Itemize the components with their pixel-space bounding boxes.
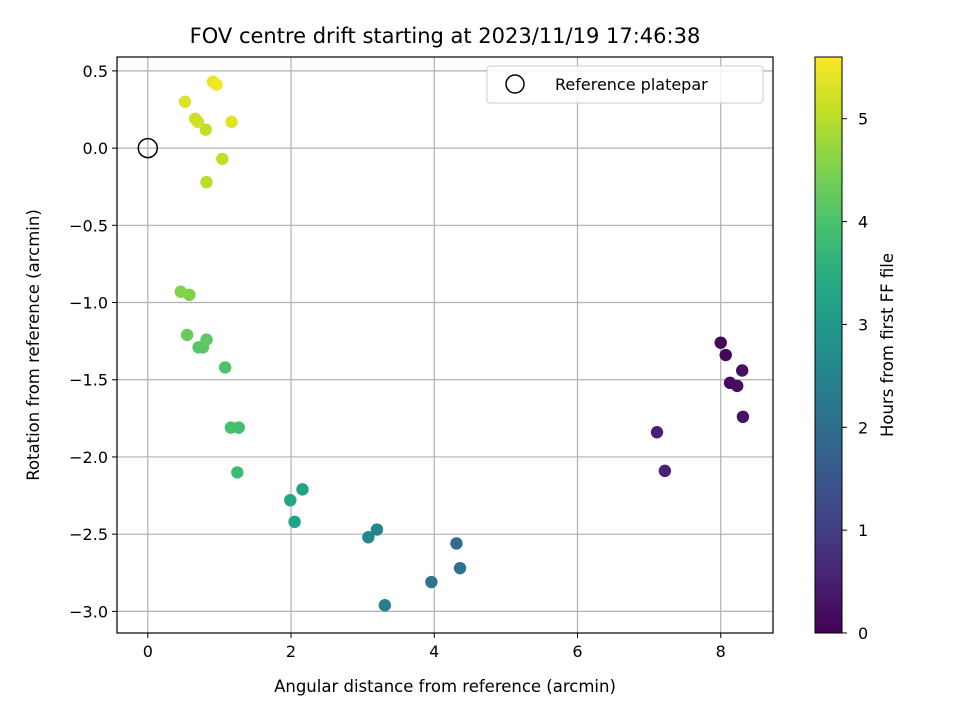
data-point (200, 175, 213, 189)
data-point (218, 361, 232, 374)
data-point (231, 466, 244, 479)
x-axis: 0 2 4 6 8 (143, 633, 726, 661)
data-point (736, 364, 749, 377)
data-point (370, 523, 384, 536)
colorbar-label: Hours from first FF file (878, 253, 897, 437)
chart-title: FOV centre drift starting at 2023/11/19 … (190, 24, 701, 48)
data-point (200, 333, 213, 346)
data-point (296, 483, 309, 496)
colorbar-tick-label: 5 (858, 110, 868, 129)
x-tick-label: 0 (143, 642, 153, 661)
y-axis-label: Rotation from reference (arcmin) (24, 209, 43, 481)
data-point (174, 285, 187, 298)
data-point (450, 537, 463, 550)
data-point (736, 410, 750, 424)
x-axis-label: Angular distance from reference (arcmin) (274, 677, 616, 696)
data-point (216, 152, 229, 166)
y-tick-label: −2.0 (69, 448, 108, 467)
x-tick-label: 2 (286, 642, 296, 661)
data-point (180, 328, 194, 342)
y-tick-label: −1.0 (69, 294, 108, 313)
y-tick-label: −2.5 (69, 525, 108, 544)
y-tick-label: 0.0 (83, 139, 108, 158)
y-tick-label: 0.5 (83, 62, 108, 81)
legend-box (486, 65, 764, 104)
data-point (225, 115, 238, 129)
grid-lines (117, 57, 773, 633)
x-tick-label: 4 (429, 642, 439, 661)
data-point (178, 95, 192, 108)
data-point (453, 561, 467, 575)
legend-entry-label: Reference platepar (555, 75, 708, 94)
data-point (210, 78, 223, 91)
y-tick-label: −1.5 (69, 371, 108, 390)
data-point (199, 123, 213, 136)
data-point (730, 379, 744, 393)
colorbar-tick-label: 2 (858, 418, 868, 437)
data-point (719, 348, 732, 362)
x-tick-label: 8 (716, 642, 726, 661)
data-point (288, 515, 301, 529)
x-tick-label: 6 (572, 642, 582, 661)
data-point (425, 575, 438, 589)
colorbar-ticks: 0 1 2 3 4 5 (842, 110, 868, 643)
data-point (650, 426, 664, 439)
legend: Reference platepar (486, 65, 764, 104)
plot-frame (116, 56, 774, 634)
legend-marker-icon (505, 74, 525, 94)
colorbar-tick-label: 0 (858, 624, 868, 643)
data-point (362, 531, 375, 544)
data-point (658, 464, 672, 478)
y-tick-label: −0.5 (69, 216, 108, 235)
y-tick-label: −3.0 (69, 602, 108, 621)
colorbar-tick-label: 1 (858, 521, 868, 540)
data-point (378, 599, 392, 612)
colorbar-tick-label: 4 (858, 213, 868, 232)
colorbar: 0 1 2 3 4 5 Hours from first FF file (814, 56, 897, 643)
reference-marker (137, 137, 159, 159)
colorbar-tick-label: 3 (858, 315, 868, 334)
plot-markers (137, 75, 750, 612)
data-point (191, 115, 205, 129)
data-point (714, 336, 727, 349)
y-axis: 0.5 0.0 −0.5 −1.0 −1.5 −2.0 −2.5 −3.0 (69, 62, 117, 621)
data-point (224, 421, 238, 434)
data-point (284, 493, 297, 507)
colorbar-gradient (814, 56, 843, 634)
